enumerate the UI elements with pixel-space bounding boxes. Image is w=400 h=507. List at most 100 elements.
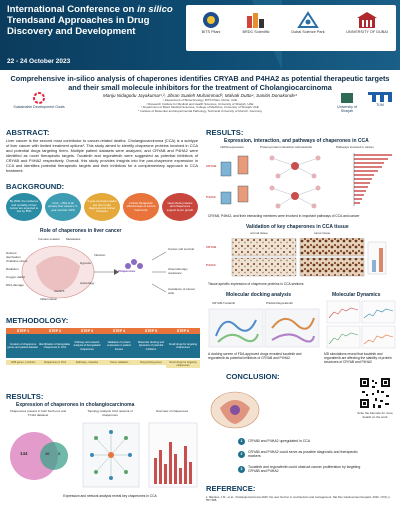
step-6-foot: Novel drugs for targeting chaperones — [166, 360, 200, 368]
method-step-3: STEP 3 Pathway and network analysis of d… — [70, 328, 104, 365]
results-right-caption-3: A docking screen of FDA-approved drugs r… — [208, 352, 302, 360]
tumor-tissue-label: tumor tissue — [314, 231, 331, 235]
sharjah-logo-caption: University of Sharjah — [337, 105, 357, 113]
step-4-title: STEP 4 — [102, 328, 136, 334]
venn-diagram — [10, 432, 68, 480]
affiliation-3: ³ Department of Basic Medical Sciences, … — [141, 105, 259, 110]
results-right-subtitle-3: Molecular docking analysis — [226, 292, 292, 298]
conclusion-number-1: 1 — [238, 438, 245, 445]
chaps-label: CHAPS — [54, 289, 65, 293]
step-2-title: STEP 2 — [38, 328, 72, 334]
tissue-row-p4ha2: P4HA2 — [206, 263, 216, 267]
step-4-body: Validation of protein expression in pati… — [102, 334, 136, 358]
university-of-dubai-logo: UNIVERSITY OF DUBAI — [342, 11, 392, 35]
reference-text: 1. Banales, J.M., et al., Cholangiocarci… — [206, 495, 391, 503]
tum-logo: TUM — [365, 92, 395, 110]
conference-title: International Conference on in silico Tr… — [7, 4, 182, 37]
bars-title: Overview of chaperones — [155, 409, 189, 413]
brdc-caption: BRDC Scientific — [242, 30, 270, 34]
chaperone-role-title: Role of chaperones in liver cancer — [40, 228, 122, 234]
background-fact-3: 5-year survival remains low due to late … — [84, 193, 120, 221]
top-label-immune: Immune evasion — [38, 237, 61, 241]
network-diagram — [82, 422, 140, 488]
background-fact-4: Limited therapeutic effectiveness of cur… — [123, 193, 159, 221]
method-step-4: STEP 4 Validation of protein expression … — [102, 328, 136, 365]
ihc-tissue-images — [231, 238, 387, 277]
step-3-title: STEP 3 — [70, 328, 104, 334]
conclusion-heading: CONCLUSION: — [226, 372, 280, 381]
methodology-heading: METHODOLOGY: — [6, 316, 69, 325]
step-3-body: Pathway and network analysis of deregula… — [70, 334, 104, 358]
step-4-foot: Tissue validation — [102, 360, 136, 365]
mrna-boxplots — [220, 155, 249, 205]
step-1-title: STEP 1 — [6, 328, 40, 334]
stress-label-5: DNA damage — [6, 283, 24, 287]
method-step-6: STEP 6 Small drugs for targeting chapero… — [166, 328, 200, 368]
md-rmsd-plots — [326, 300, 396, 349]
dubai-science-park-caption: Dubai Science Park — [291, 30, 325, 34]
conference-title-part2: Trendsand Approaches in Drug Discovery a… — [7, 15, 150, 37]
bits-pilani-caption: BITS Pilani — [201, 30, 221, 34]
step-5-body: Molecular docking and dynamics of potent… — [134, 334, 168, 358]
mrna-panel-title: mRNA expression — [220, 145, 245, 149]
venn-value-right: 2 — [58, 451, 61, 456]
qr-code[interactable] — [358, 376, 392, 410]
method-step-5: STEP 5 Molecular docking and dynamics of… — [134, 328, 168, 365]
results-left-subtitle: Expression of chaperones in cholangiocar… — [16, 402, 135, 408]
conference-title-part1: International Conference on — [7, 4, 138, 15]
conclusion-illustration — [210, 391, 260, 429]
sharjah-logo: University of Sharjah — [332, 92, 362, 113]
top-label-metastasis: Metastasis — [66, 237, 81, 241]
conclusion-item-2: CRYAB and P4HA2 could serve as possible … — [248, 450, 358, 459]
infection-label: Infection — [94, 253, 106, 257]
step-2-foot: Chaperones in CCA — [38, 360, 72, 365]
normal-tissue-label: normal tissue — [250, 231, 268, 235]
conference-header: International Conference on in silico Tr… — [0, 0, 400, 70]
step-5-title: STEP 5 — [134, 328, 168, 334]
results-right-subtitle-1: Expression, interaction, and pathways of… — [224, 138, 369, 144]
dubai-science-park-logo: Dubai Science Park — [282, 11, 334, 35]
qr-caption: Scan the barcode for more details on the… — [357, 411, 393, 419]
affiliation-1: ¹ Department of Biotechnology, BITS Pila… — [162, 98, 238, 102]
background-fact-5: Heat shock proteins and chaperones suppo… — [162, 193, 198, 221]
pathways-panel-title: Pathways involved in cancer — [336, 145, 374, 149]
row-label-p4ha2: P4HA2 — [206, 195, 216, 199]
network-title: Topology analysis CCA network of chapero… — [87, 409, 133, 417]
background-fact-1: By 2040, the incidence and mortality of … — [6, 193, 42, 221]
results-right-subtitle-4: Molecular Dynamics — [332, 292, 381, 298]
method-step-2: STEP 2 Identification of deregulated cha… — [38, 328, 72, 365]
step-1-foot: 1035 genes, 2 cohorts — [6, 360, 40, 365]
docking-structures — [208, 308, 320, 348]
affiliation-2: ² Research Institute for Medical and Hea… — [146, 101, 254, 106]
method-step-1: STEP 1 Curation of chaperome genes and p… — [6, 328, 40, 365]
stress-label-1: Nutrient deprivation — [6, 251, 21, 259]
hypoxia-label: Hypoxia — [80, 261, 91, 265]
conclusion-item-1: CRYAB and P4HA2 upregulated in CCA — [248, 439, 311, 443]
brdc-logo: BRDC Scientific — [236, 11, 276, 35]
sdg-logo-caption: Sustainable Development Goals — [13, 105, 65, 109]
step-2-body: Identification of deregulated chaperones… — [38, 334, 72, 358]
results-right-caption-1: CRYAB, P4HA2, and their interacting memb… — [208, 214, 360, 218]
bits-pilani-logo: BITS Pilani — [190, 11, 232, 35]
conference-date: 22 - 24 October 2023 — [7, 58, 71, 65]
results-right-subtitle-2: Validation of key chaperones in CCA tiss… — [246, 224, 349, 230]
stress-label-2: Oxidative stress — [6, 259, 28, 263]
conclusion-number-3: 3 — [238, 466, 245, 473]
stress-label-4: Oxygen deficit — [6, 275, 26, 279]
results-right-heading: RESULTS: — [206, 128, 244, 137]
authors: Manju Nidagodu Jayakumar¹,², Jibran Sual… — [103, 93, 297, 98]
conclusion-item-3: Tucatinib and regorafenib could obstruct… — [248, 465, 361, 474]
affiliation-4: ⁴ Institute of Molecular and Experimenta… — [138, 108, 262, 113]
abstract-text: Liver cancer is the second most contribu… — [6, 138, 198, 173]
results-left-heading: RESULTS: — [6, 392, 44, 401]
results-right-caption-2: Tissue-specific expression of chaperone … — [208, 282, 304, 286]
outcome-label-2: Chemotherapy resistance — [168, 267, 188, 275]
outcome-label-1: Cancer cell survival — [168, 247, 195, 251]
pathway-bar-chart — [353, 153, 392, 206]
stress-label-3: Radiation — [6, 267, 19, 271]
paper-title: Comprehensive in-silico analysis of chap… — [10, 74, 390, 92]
docking-label-cryab: CRYAB-Tucatinib — [212, 301, 236, 305]
background-heading: BACKGROUND: — [6, 182, 65, 191]
chaperones-center-label: Chaperones — [118, 269, 136, 273]
sdg-logo: Sustainable Development Goals — [8, 92, 70, 110]
